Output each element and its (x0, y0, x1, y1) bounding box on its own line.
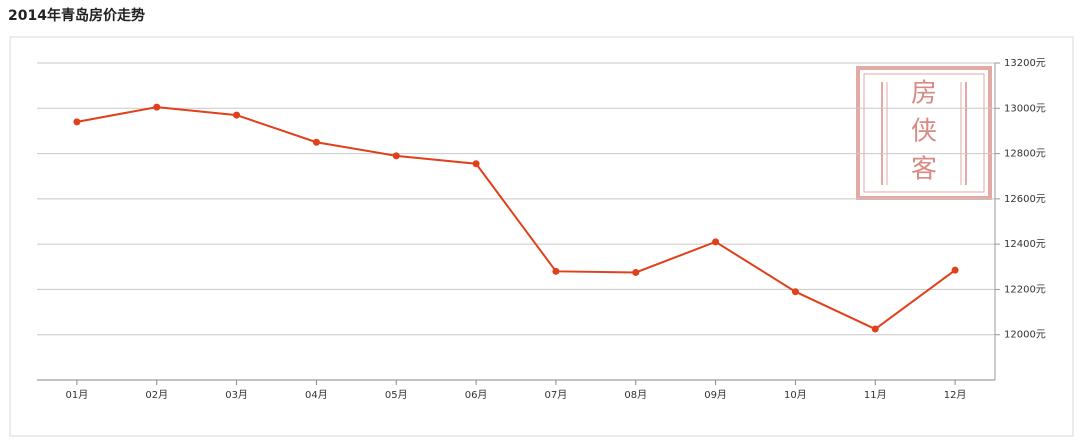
chart-frame (9, 36, 1074, 437)
point (153, 103, 161, 111)
point (233, 111, 241, 119)
point (632, 268, 640, 276)
chart-title: 2014年青岛房价走势 (8, 7, 145, 24)
y-tick-label: 13200元 (1004, 58, 1046, 69)
x-tick-label: 03月 (225, 389, 248, 401)
x-tick-label: 11月 (864, 389, 887, 401)
y-tick-label: 12000元 (1004, 330, 1046, 341)
x-tick-label: 02月 (145, 389, 168, 401)
point (472, 160, 480, 168)
x-tick-label: 10月 (784, 389, 807, 401)
watermark-char: 房 (911, 79, 937, 109)
point (712, 238, 720, 246)
point (312, 138, 320, 146)
point (791, 288, 799, 296)
watermark (856, 66, 992, 200)
line (76, 106, 956, 331)
watermark-char: 侠 (911, 117, 937, 147)
x-tick-label: 05月 (385, 389, 408, 401)
y-tick-label: 13000元 (1004, 103, 1046, 114)
x-tick-label: 12月 (944, 389, 967, 401)
watermark-char: 客 (911, 155, 937, 185)
point (392, 152, 400, 160)
y-tick-label: 12200元 (1004, 284, 1046, 295)
point (871, 325, 879, 333)
x-tick-label: 07月 (545, 389, 568, 401)
x-tick-label: 01月 (66, 389, 89, 401)
point (552, 267, 560, 275)
point (73, 118, 81, 126)
x-tick-label: 08月 (624, 389, 647, 401)
point (951, 266, 959, 274)
x-tick-label: 06月 (465, 389, 488, 401)
y-tick-label: 12400元 (1004, 239, 1046, 250)
x-tick-label: 09月 (704, 389, 727, 401)
y-tick-label: 12600元 (1004, 194, 1046, 205)
x-tick-label: 04月 (305, 389, 328, 401)
y-tick-label: 12800元 (1004, 149, 1046, 160)
